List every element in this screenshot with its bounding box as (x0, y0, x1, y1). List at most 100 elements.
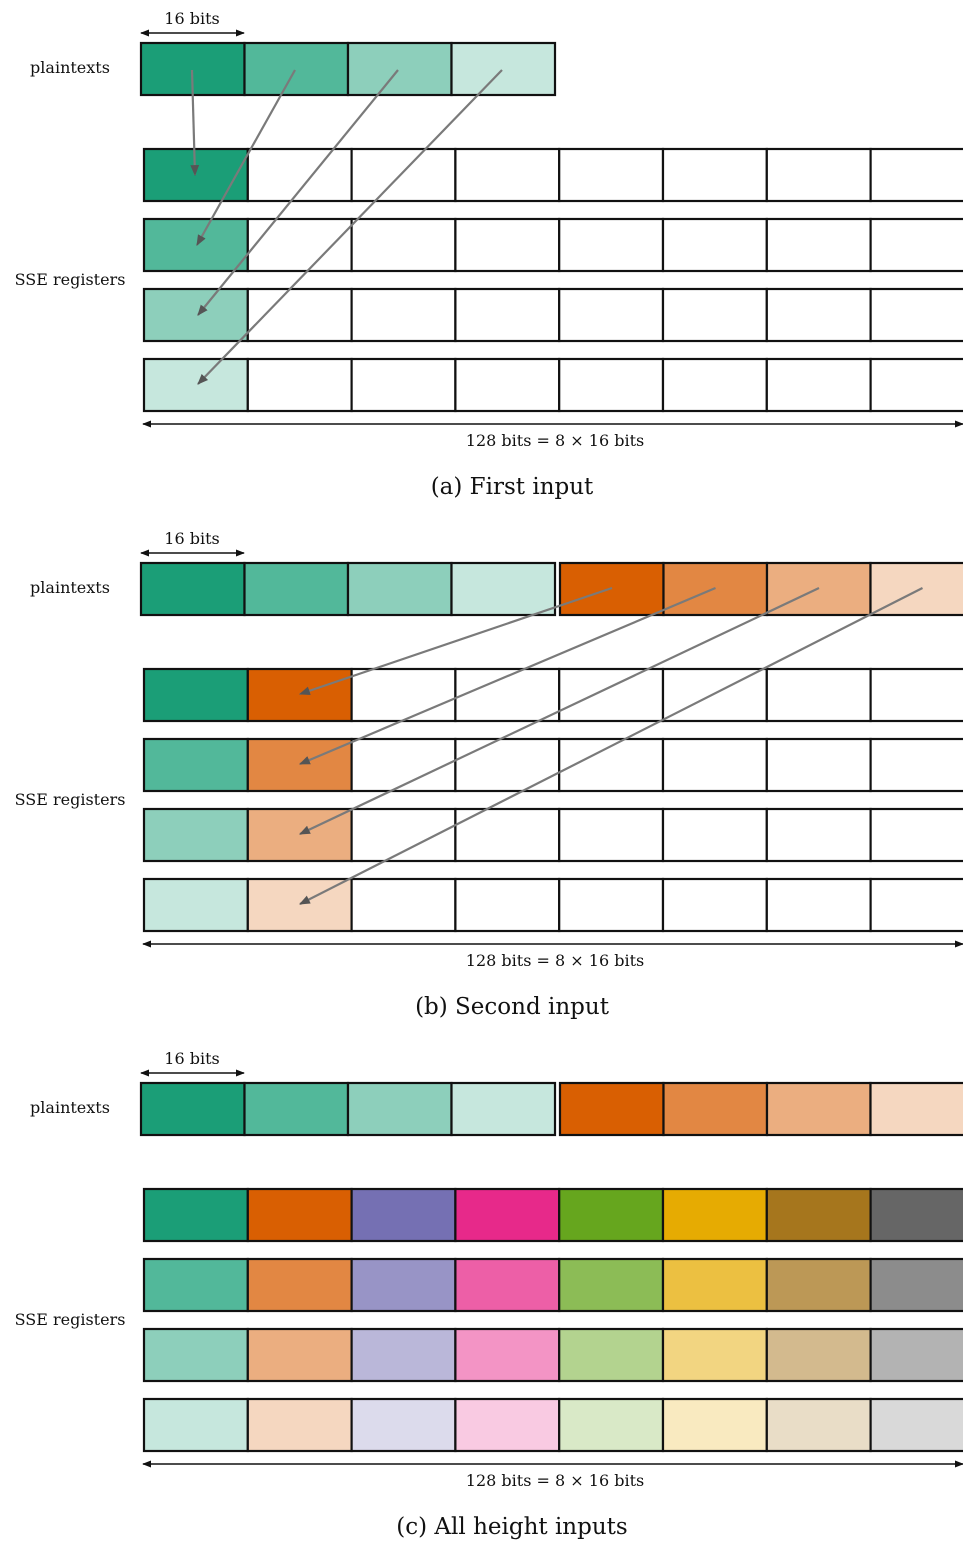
register-lane (454, 1397, 561, 1453)
register-lane (350, 357, 457, 413)
plaintext-cell (450, 41, 557, 97)
register-lane (142, 1257, 249, 1313)
register-lane (869, 1187, 963, 1243)
data-flow-arrow (190, 69, 200, 177)
register-lane (765, 807, 872, 863)
register-lane (661, 1327, 768, 1383)
register-lane (558, 357, 665, 413)
plaintext-cell (450, 1081, 557, 1137)
register-lane (765, 1257, 872, 1313)
data-flow-arrow (299, 587, 923, 905)
register-lane (454, 217, 561, 273)
register-lane (558, 287, 665, 343)
plaintext-cell (243, 41, 350, 97)
plaintexts-label: plaintexts (30, 578, 110, 597)
register-lane (350, 287, 457, 343)
sse-registers-label: SSE registers (15, 1310, 126, 1329)
plaintext-cell (662, 1081, 769, 1137)
plaintext-cell (558, 1081, 665, 1137)
register-lane (142, 1397, 249, 1453)
register-lane (454, 1257, 561, 1313)
register-lane (765, 1187, 872, 1243)
register-lane (350, 1327, 457, 1383)
data-flow-arrow (197, 69, 503, 385)
register-lane (142, 217, 249, 273)
register-lane (454, 737, 561, 793)
register-lane (869, 877, 963, 933)
data-flow-arrow (196, 69, 296, 246)
register-lane (869, 357, 963, 413)
register-lane (869, 737, 963, 793)
register-lane (350, 1257, 457, 1313)
sse-registers-label: SSE registers (15, 790, 126, 809)
register-lane (142, 807, 249, 863)
register-lane (246, 1257, 353, 1313)
register-lane (661, 877, 768, 933)
panel-b: 16 bits plaintexts SSE registers 128 bits =… (15, 529, 963, 1020)
width-16-label: 16 bits (164, 9, 219, 28)
register-lane (454, 807, 561, 863)
register-lane (661, 357, 768, 413)
register-lane (246, 1327, 353, 1383)
width-128-label: 128 bits = 8 × 16 bits (466, 431, 644, 450)
register-lane (142, 287, 249, 343)
data-flow-arrow (298, 586, 716, 766)
register-lane (869, 667, 963, 723)
register-lane (558, 737, 665, 793)
plaintexts-label: plaintexts (30, 58, 110, 77)
register-lane (454, 667, 561, 723)
data-flow-arrow (298, 586, 613, 696)
register-lane (454, 1327, 561, 1383)
register-lane (558, 217, 665, 273)
register-lane (765, 217, 872, 273)
register-lane (558, 877, 665, 933)
register-lane (454, 147, 561, 203)
register-lane (142, 667, 249, 723)
plaintext-cell (765, 1081, 872, 1137)
register-lane (142, 1327, 249, 1383)
register-lane (558, 807, 665, 863)
register-lane (558, 667, 665, 723)
register-lane (765, 1397, 872, 1453)
register-lane (142, 147, 249, 203)
register-lane (661, 807, 768, 863)
register-lane (661, 147, 768, 203)
plaintext-cell (139, 561, 246, 617)
register-lane (350, 147, 457, 203)
register-lane (142, 737, 249, 793)
register-lane (246, 1397, 353, 1453)
plaintext-cell (139, 1081, 246, 1137)
panel-caption: (c) All height inputs (396, 1514, 627, 1540)
register-lane (558, 1397, 665, 1453)
plaintext-cell (346, 561, 453, 617)
plaintext-cell (346, 1081, 453, 1137)
width-16-label: 16 bits (164, 1049, 219, 1068)
register-lane (869, 1327, 963, 1383)
register-lane (765, 1327, 872, 1383)
register-lane (246, 1187, 353, 1243)
register-lane (350, 217, 457, 273)
plaintext-cell (450, 561, 557, 617)
panel-caption: (a) First input (431, 474, 594, 500)
register-lane (350, 807, 457, 863)
register-lane (246, 147, 353, 203)
register-lane (869, 1257, 963, 1313)
register-lane (558, 1187, 665, 1243)
plaintexts-label: plaintexts (30, 1098, 110, 1117)
register-lane (661, 1397, 768, 1453)
panel-a: 16 bits plaintexts SSE registers 128 bits =… (15, 9, 963, 500)
register-lane (661, 287, 768, 343)
register-lane (869, 287, 963, 343)
register-lane (454, 877, 561, 933)
register-lane (661, 1187, 768, 1243)
register-lane (558, 147, 665, 203)
plaintext-cell (869, 1081, 963, 1137)
panel-c: 16 bits plaintexts SSE registers 128 bits =… (15, 1049, 963, 1540)
sse-registers-label: SSE registers (15, 270, 126, 289)
register-lane (350, 667, 457, 723)
plaintext-cell (243, 1081, 350, 1137)
register-lane (765, 287, 872, 343)
register-lane (765, 147, 872, 203)
register-lane (558, 1257, 665, 1313)
